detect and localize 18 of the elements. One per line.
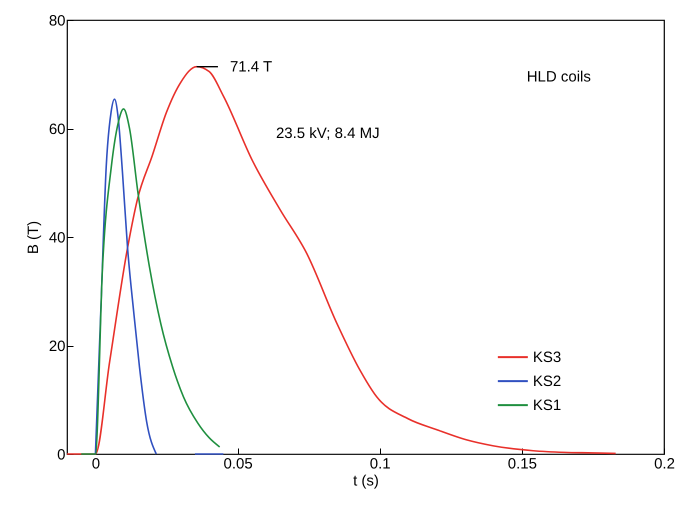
legend-label: KS2 [532,373,562,390]
x-tick-label: 0.2 [654,456,675,472]
x-tick-label: 0.15 [508,456,537,472]
x-tick-label: 0 [92,456,100,472]
legend-label: KS3 [532,349,562,366]
annotation: 71.4 T [230,58,272,76]
y-axis-title: B (T) [24,220,42,254]
y-tick-label: 80 [48,12,66,30]
line-series [80,108,220,455]
x-axis-title: t (s) [353,472,379,490]
annotation: 23.5 kV; 8.4 MJ [276,124,380,142]
y-tick-label: 20 [48,338,66,355]
legend-label: KS1 [532,397,562,414]
x-tick-label: 0.1 [370,456,391,472]
y-tick-label: 40 [48,230,66,246]
x-tick-label: 0.05 [223,456,253,472]
annotation: HLD coils [526,68,591,86]
y-tick-label: 60 [48,121,66,138]
